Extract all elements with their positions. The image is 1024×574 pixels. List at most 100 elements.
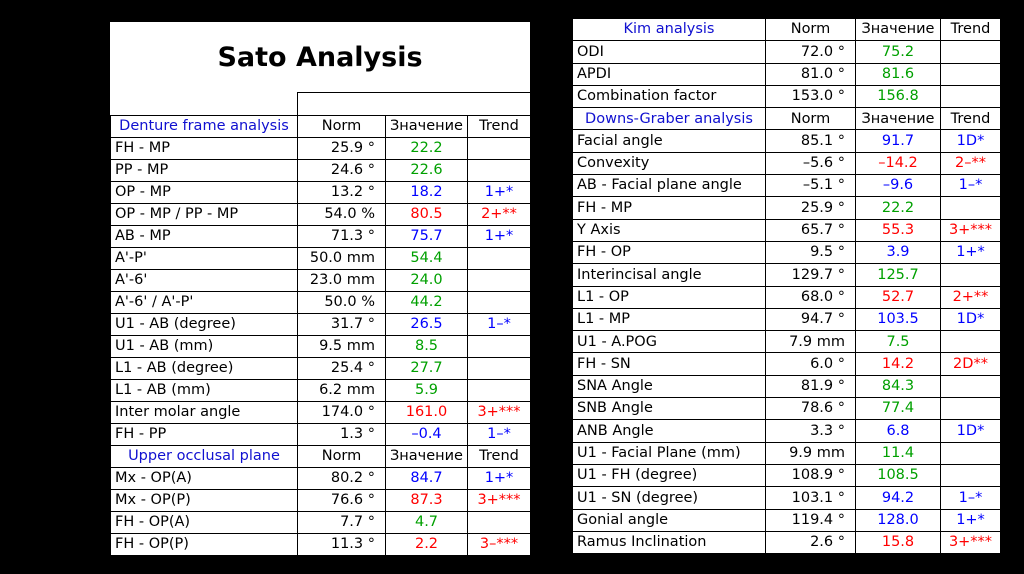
trend-cell bbox=[467, 511, 531, 534]
row: U1 - AB (degree) 31.7 ° 26.5 1–* bbox=[110, 313, 531, 336]
row: OP - MP / PP - MP 54.0 % 80.5 2+** bbox=[110, 203, 531, 226]
header-cell: Upper occlusal plane bbox=[110, 445, 298, 468]
row: Interincisal angle 129.7 ° 125.7 bbox=[572, 263, 1001, 287]
value-cell: 5.9 bbox=[385, 379, 468, 402]
label-cell: U1 - SN (degree) bbox=[572, 486, 766, 510]
norm-cell: 7.7 ° bbox=[297, 511, 386, 534]
label-cell: Mx - OP(A) bbox=[110, 467, 298, 490]
value-cell: 84.3 bbox=[855, 374, 941, 399]
label-cell: SNB Angle bbox=[572, 397, 766, 421]
norm-cell: 24.6 ° bbox=[297, 159, 386, 182]
trend-cell: 1+* bbox=[940, 240, 1001, 265]
row: U1 - Facial Plane (mm) 9.9 mm 11.4 bbox=[572, 441, 1001, 465]
value-cell: 54.4 bbox=[385, 247, 468, 270]
row: FH - MP 25.9 ° 22.2 bbox=[110, 137, 531, 160]
norm-cell: 25.9 ° bbox=[297, 137, 386, 160]
label-cell: U1 - FH (degree) bbox=[572, 463, 766, 488]
row: Facial angle 85.1 ° 91.7 1D* bbox=[572, 129, 1001, 153]
value-cell: –9.6 bbox=[855, 174, 941, 198]
value-cell: 15.8 bbox=[855, 530, 941, 555]
header-cell: Denture frame analysis bbox=[110, 115, 298, 138]
row: L1 - AB (mm) 6.2 mm 5.9 bbox=[110, 379, 531, 402]
norm-cell: 174.0 ° bbox=[297, 401, 386, 424]
label-cell: Interincisal angle bbox=[572, 263, 766, 287]
row: FH - PP 1.3 ° –0.4 1–* bbox=[110, 423, 531, 446]
norm-cell: 25.9 ° bbox=[765, 196, 856, 220]
value-cell: 103.5 bbox=[855, 307, 941, 332]
sato-table: Denture frame analysis Norm Значение Trend F… bbox=[110, 115, 531, 556]
value-cell: 84.7 bbox=[385, 467, 468, 490]
row: Inter molar angle 174.0 ° 161.0 3+*** bbox=[110, 401, 531, 424]
label-cell: FH - OP(A) bbox=[110, 511, 298, 534]
trend-cell bbox=[467, 357, 531, 380]
trend-cell bbox=[940, 441, 1001, 465]
value-cell: 2.2 bbox=[385, 533, 468, 556]
label-cell: FH - SN bbox=[572, 352, 766, 376]
header-cell: Norm bbox=[765, 17, 856, 42]
norm-cell: 108.9 ° bbox=[765, 463, 856, 488]
norm-cell: 3.3 ° bbox=[765, 419, 856, 443]
trend-cell bbox=[940, 84, 1001, 109]
row: Gonial angle 119.4 ° 128.0 1+* bbox=[572, 508, 1001, 532]
value-cell: 22.2 bbox=[385, 137, 468, 160]
norm-cell: 50.0 mm bbox=[297, 247, 386, 270]
value-cell: 87.3 bbox=[385, 489, 468, 512]
row: A'-6' 23.0 mm 24.0 bbox=[110, 269, 531, 292]
trend-cell bbox=[940, 463, 1001, 488]
label-cell: AB - Facial plane angle bbox=[572, 174, 766, 198]
kim-panel: Kim analysis Norm Значение Trend ODI 72.0 ° 75… bbox=[572, 17, 1001, 555]
header-cell: Значение bbox=[855, 107, 941, 131]
blank-cell bbox=[297, 92, 531, 115]
value-cell: 27.7 bbox=[385, 357, 468, 380]
trend-cell bbox=[940, 62, 1001, 86]
trend-cell: 3+*** bbox=[940, 218, 1001, 242]
row: OP - MP 13.2 ° 18.2 1+* bbox=[110, 181, 531, 204]
trend-cell: 1D* bbox=[940, 129, 1001, 153]
trend-cell bbox=[940, 196, 1001, 220]
label-cell: APDI bbox=[572, 62, 766, 86]
norm-cell: 81.9 ° bbox=[765, 374, 856, 399]
label-cell: ANB Angle bbox=[572, 419, 766, 443]
norm-cell: 129.7 ° bbox=[765, 263, 856, 287]
kim-table: Kim analysis Norm Значение Trend ODI 72.0 ° 75… bbox=[572, 17, 1001, 555]
label-cell: Combination factor bbox=[572, 84, 766, 109]
row: ANB Angle 3.3 ° 6.8 1D* bbox=[572, 419, 1001, 443]
norm-cell: –5.1 ° bbox=[765, 174, 856, 198]
label-cell: Mx - OP(P) bbox=[110, 489, 298, 512]
row: A'-P' 50.0 mm 54.4 bbox=[110, 247, 531, 270]
label-cell: U1 - AB (mm) bbox=[110, 335, 298, 358]
trend-cell: 1–* bbox=[467, 423, 531, 446]
row: L1 - MP 94.7 ° 103.5 1D* bbox=[572, 307, 1001, 332]
header-cell: Значение bbox=[385, 115, 468, 138]
header-cell: Downs-Graber analysis bbox=[572, 107, 766, 131]
value-cell: 22.2 bbox=[855, 196, 941, 220]
norm-cell: –5.6 ° bbox=[765, 151, 856, 176]
norm-cell: 9.9 mm bbox=[765, 441, 856, 465]
row: U1 - SN (degree) 103.1 ° 94.2 1–* bbox=[572, 486, 1001, 510]
value-cell: 18.2 bbox=[385, 181, 468, 204]
trend-cell bbox=[467, 247, 531, 270]
trend-cell: 3–*** bbox=[467, 533, 531, 556]
label-cell: A'-P' bbox=[110, 247, 298, 270]
label-cell: Facial angle bbox=[572, 129, 766, 153]
row: Mx - OP(P) 76.6 ° 87.3 3+*** bbox=[110, 489, 531, 512]
header-row: Upper occlusal plane Norm Значение Trend bbox=[110, 445, 531, 468]
sato-panel: Sato Analysis Denture frame analysis Norm… bbox=[110, 22, 531, 556]
row: ODI 72.0 ° 75.2 bbox=[572, 40, 1001, 64]
header-cell: Trend bbox=[467, 115, 531, 138]
row: FH - SN 6.0 ° 14.2 2D** bbox=[572, 352, 1001, 376]
value-cell: 14.2 bbox=[855, 352, 941, 376]
trend-cell bbox=[467, 159, 531, 182]
trend-cell bbox=[467, 379, 531, 402]
trend-cell: 2D** bbox=[940, 352, 1001, 376]
label-cell: U1 - AB (degree) bbox=[110, 313, 298, 336]
label-cell: AB - MP bbox=[110, 225, 298, 248]
row: APDI 81.0 ° 81.6 bbox=[572, 62, 1001, 86]
norm-cell: 65.7 ° bbox=[765, 218, 856, 242]
row: Convexity –5.6 ° –14.2 2–** bbox=[572, 151, 1001, 176]
trend-cell: 1–* bbox=[940, 174, 1001, 198]
label-cell: U1 - Facial Plane (mm) bbox=[572, 441, 766, 465]
title: Sato Analysis bbox=[217, 41, 423, 73]
norm-cell: 2.6 ° bbox=[765, 530, 856, 555]
header-row: Downs-Graber analysis Norm Значение Trend bbox=[572, 107, 1001, 131]
